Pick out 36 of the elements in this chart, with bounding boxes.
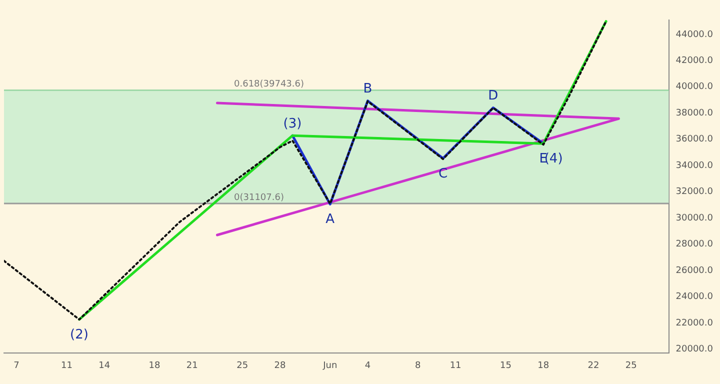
x-tick-label: 4 bbox=[364, 360, 371, 371]
x-tick-label: 21 bbox=[186, 360, 198, 371]
annotation: D bbox=[488, 88, 498, 104]
y-tick-label: 32000.0 bbox=[676, 187, 714, 198]
x-tick-label: 28 bbox=[274, 360, 286, 371]
x-tick-label: 14 bbox=[98, 360, 110, 371]
x-tick-label: 11 bbox=[60, 360, 72, 371]
y-tick-label: 28000.0 bbox=[676, 240, 714, 250]
x-tick-label: 18 bbox=[538, 360, 550, 371]
y-tick-label: 24000.0 bbox=[676, 292, 714, 302]
x-tick-label: Jun bbox=[322, 360, 338, 371]
y-tick-label: 36000.0 bbox=[676, 134, 714, 145]
annotation: A bbox=[326, 212, 335, 228]
y-tick-label: 26000.0 bbox=[676, 266, 714, 276]
annotation: C bbox=[438, 166, 448, 182]
y-tick-label: 22000.0 bbox=[676, 318, 714, 328]
annotation: (2) bbox=[70, 327, 88, 342]
y-tick-label: 30000.0 bbox=[676, 213, 714, 224]
x-tick-label: 25 bbox=[625, 360, 637, 371]
y-tick-label: 34000.0 bbox=[676, 160, 714, 171]
y-tick-label: 44000.0 bbox=[676, 30, 714, 40]
ref-line-label: 0(31107.6) bbox=[234, 192, 284, 203]
y-tick-label: 20000.0 bbox=[676, 344, 714, 355]
x-tick-label: 22 bbox=[588, 360, 600, 371]
ref-line-label: 0.618(39743.6) bbox=[234, 80, 304, 90]
annotation: B bbox=[363, 82, 372, 97]
x-tick-label: 8 bbox=[415, 360, 422, 371]
x-tick-label: 25 bbox=[236, 360, 248, 371]
y-tick-label: 40000.0 bbox=[676, 82, 714, 92]
x-tick-label: 18 bbox=[148, 360, 161, 371]
annotation: (3) bbox=[283, 116, 302, 132]
x-tick-label: 15 bbox=[500, 360, 512, 371]
x-tick-label: 11 bbox=[450, 360, 462, 371]
y-tick-label: 38000.0 bbox=[676, 108, 714, 118]
x-tick-label: 7 bbox=[14, 360, 20, 371]
y-tick-label: 42000.0 bbox=[676, 56, 714, 66]
